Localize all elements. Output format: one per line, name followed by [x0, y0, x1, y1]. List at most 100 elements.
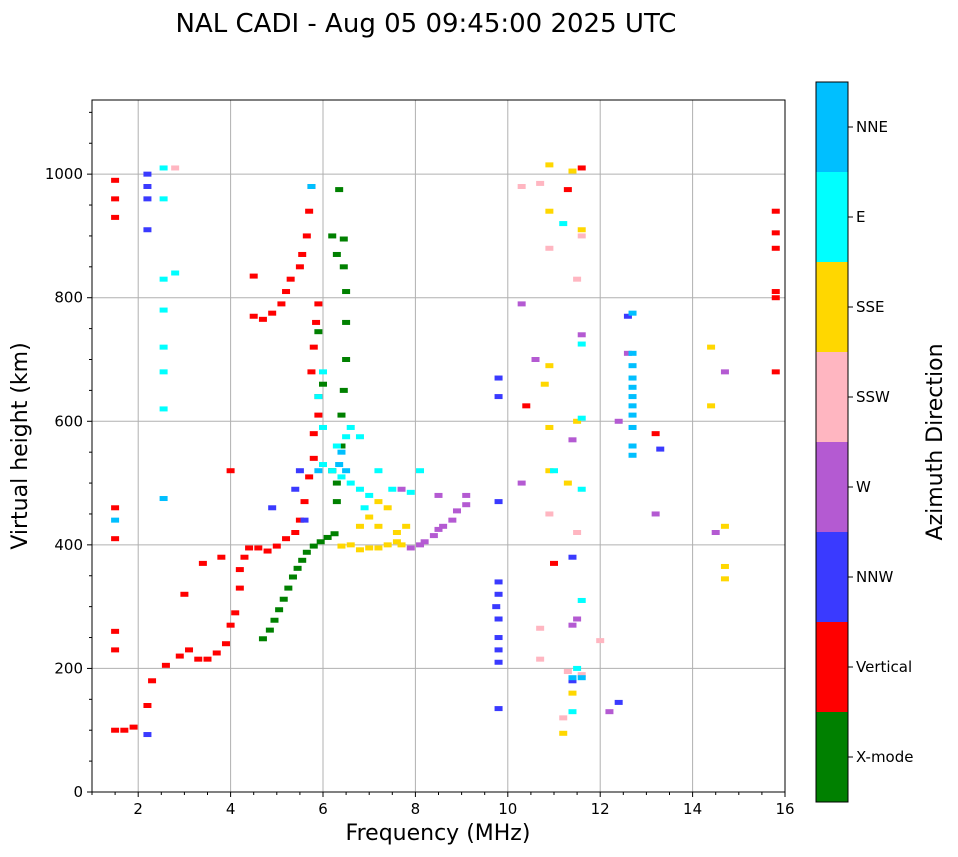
data-point	[307, 184, 316, 189]
data-point	[568, 622, 577, 628]
data-point	[159, 307, 168, 313]
data-point	[143, 703, 152, 708]
data-point	[342, 319, 351, 325]
data-point	[335, 462, 344, 468]
colorbar-tick-label: E	[856, 208, 865, 226]
data-point	[771, 208, 780, 214]
data-point	[159, 406, 168, 412]
data-point	[330, 531, 339, 537]
data-point	[143, 196, 152, 202]
data-point	[319, 381, 327, 387]
data-point	[254, 545, 263, 551]
data-point	[596, 638, 605, 644]
data-point	[194, 656, 203, 662]
colorbar-tick-label: NNW	[856, 568, 893, 586]
data-point	[536, 656, 545, 662]
data-point	[448, 517, 457, 523]
data-point	[309, 455, 318, 461]
chart-title: NAL CADI - Aug 05 09:45:00 2025 UTC	[176, 9, 677, 39]
data-point	[494, 499, 503, 505]
data-point	[568, 709, 577, 715]
data-point	[517, 480, 526, 486]
data-point	[494, 375, 503, 381]
data-point	[309, 344, 318, 350]
data-point	[392, 539, 401, 545]
data-point	[295, 468, 304, 474]
colorbar-segment	[816, 262, 848, 352]
data-point	[577, 597, 586, 603]
data-point	[416, 468, 425, 474]
data-point	[360, 505, 369, 511]
data-point	[337, 543, 346, 549]
data-point	[159, 276, 168, 282]
data-point	[651, 511, 660, 517]
data-point	[240, 554, 249, 560]
data-point	[314, 468, 323, 474]
data-point	[245, 545, 254, 551]
data-point	[337, 443, 346, 449]
data-point	[148, 678, 157, 684]
data-point	[707, 344, 716, 350]
data-point	[258, 636, 267, 642]
data-point	[577, 233, 586, 239]
data-point	[284, 585, 293, 591]
data-point	[383, 505, 392, 511]
data-points	[111, 162, 780, 738]
data-point	[568, 675, 577, 681]
data-point	[277, 301, 286, 307]
data-point	[272, 543, 281, 549]
data-point	[494, 635, 503, 641]
data-point	[332, 480, 341, 486]
colorbar-segment	[816, 532, 848, 622]
x-tick-label: 2	[133, 800, 143, 818]
plot-frame	[91, 99, 786, 793]
data-point	[226, 468, 235, 474]
data-point	[159, 196, 168, 202]
data-point	[111, 214, 120, 220]
colorbar-tick-label: NNE	[856, 118, 888, 136]
data-point	[429, 533, 438, 539]
data-point	[263, 548, 272, 554]
data-point	[707, 403, 716, 409]
x-tick-label: 6	[318, 800, 328, 818]
data-point	[295, 264, 304, 270]
data-point	[517, 301, 526, 307]
data-point	[185, 647, 194, 653]
data-point	[302, 233, 311, 239]
data-point	[494, 591, 503, 597]
data-point	[711, 530, 720, 535]
data-point	[302, 549, 311, 555]
colorbar-tick-label: SSE	[856, 298, 885, 316]
data-point	[577, 332, 586, 338]
data-point	[312, 319, 321, 325]
data-point	[545, 511, 554, 517]
data-point	[365, 492, 374, 498]
data-point	[175, 653, 184, 659]
data-point	[536, 625, 545, 631]
data-point	[161, 662, 170, 668]
data-point	[332, 499, 341, 505]
data-point	[282, 289, 291, 295]
data-point	[388, 486, 397, 492]
data-point	[614, 418, 623, 424]
data-point	[129, 724, 138, 730]
data-point	[628, 412, 637, 418]
data-point	[406, 489, 415, 495]
data-point	[545, 424, 554, 430]
data-point	[374, 468, 383, 474]
data-point	[397, 486, 406, 492]
colorbar-segment	[816, 622, 848, 712]
data-point	[314, 412, 323, 418]
data-point	[316, 539, 325, 545]
data-point	[314, 301, 323, 307]
x-tick-label: 14	[683, 800, 702, 818]
data-point	[397, 542, 406, 548]
data-point	[346, 480, 355, 486]
data-point	[628, 452, 637, 458]
data-point	[339, 387, 348, 393]
data-point	[339, 236, 348, 242]
data-point	[420, 539, 429, 545]
axis-ticks: 2 4 6 8 10 12 14 16 0 200 400 600 800 1000	[45, 111, 795, 818]
data-point	[628, 310, 637, 316]
data-point	[328, 468, 337, 474]
